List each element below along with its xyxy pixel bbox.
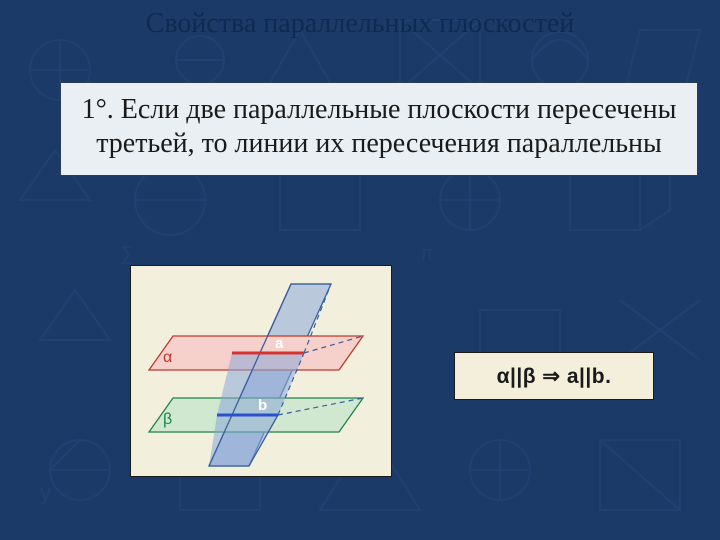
planes-diagram: α β a b (130, 265, 392, 477)
svg-text:α: α (163, 349, 172, 366)
svg-text:∑: ∑ (120, 243, 134, 265)
svg-text:y: y (40, 480, 51, 505)
slide: y ∑ π ∫ Свойства параллельных плоскостей… (0, 0, 720, 540)
theorem-text: 1°. Если две параллельные плоскости пере… (82, 94, 677, 159)
slide-title: Свойства параллельных плоскостей (0, 8, 720, 40)
formula-box: α||β ⇒ a||b. (454, 352, 654, 400)
svg-text:b: b (258, 397, 267, 414)
theorem-box: 1°. Если две параллельные плоскости пере… (60, 82, 698, 176)
formula-text: α||β ⇒ a||b. (497, 364, 612, 389)
svg-text:π: π (420, 243, 434, 265)
svg-text:β: β (163, 411, 172, 428)
svg-text:a: a (275, 335, 284, 352)
